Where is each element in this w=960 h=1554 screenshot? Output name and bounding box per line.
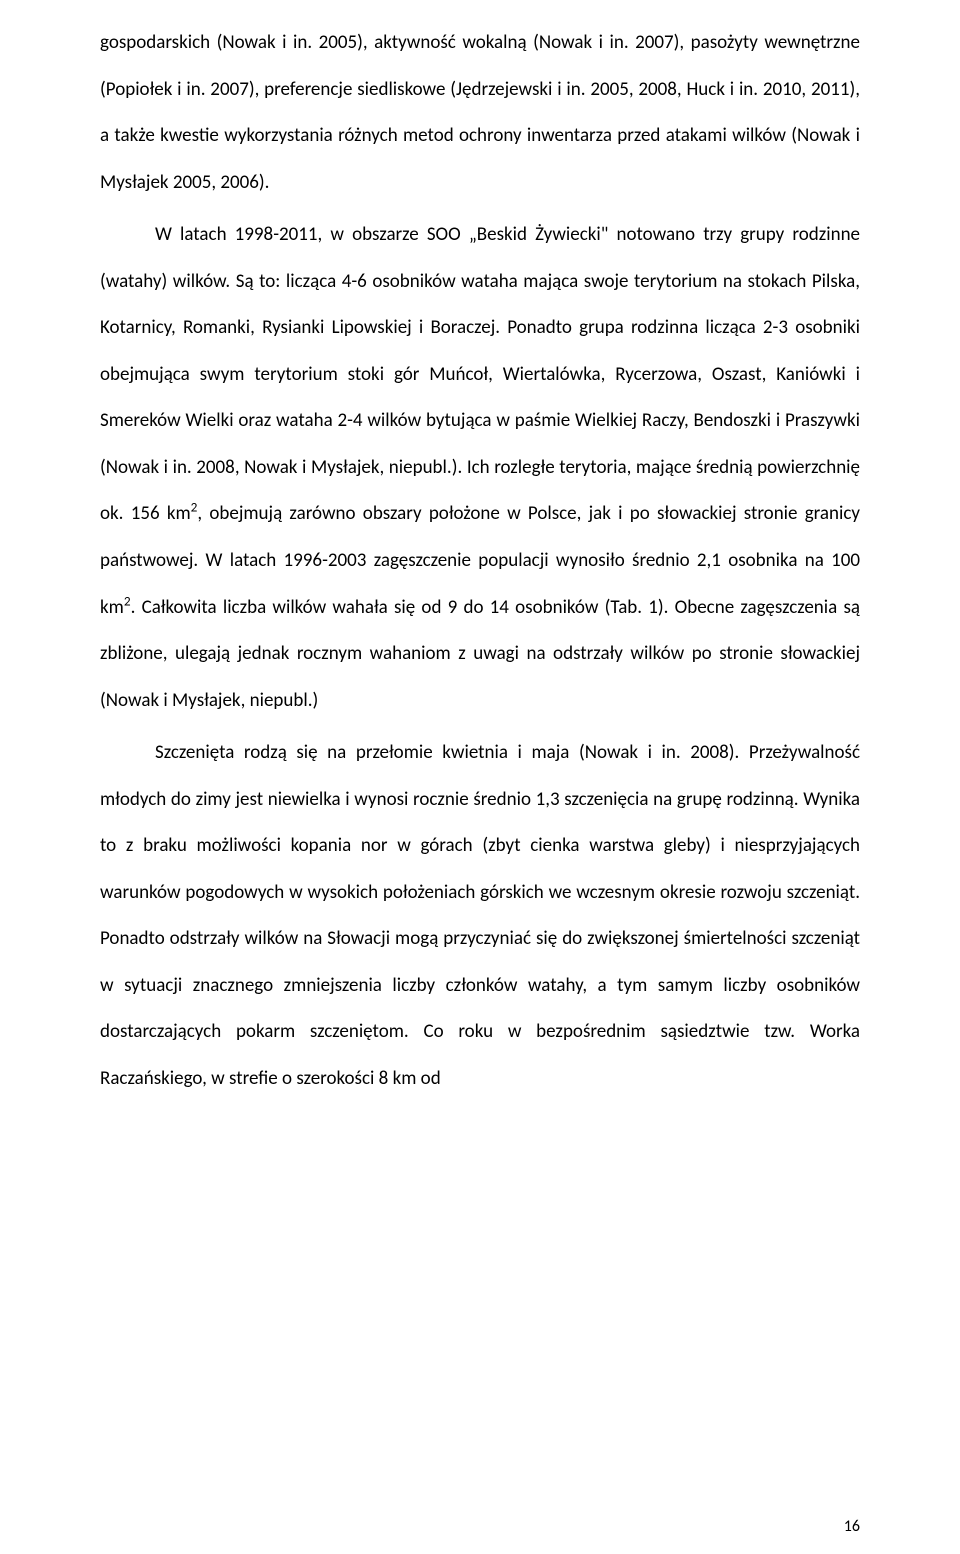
page-number: 16 <box>844 1517 860 1536</box>
paragraph-1: gospodarskich (Nowak i in. 2005), aktywn… <box>100 20 860 206</box>
document-page: gospodarskich (Nowak i in. 2005), aktywn… <box>0 0 960 1554</box>
paragraph-3: Szczenięta rodzą się na przełomie kwietn… <box>100 730 860 1102</box>
superscript-2b: 2 <box>124 592 131 609</box>
paragraph-2-part-a: W latach 1998-2011, w obszarze SOO „Besk… <box>100 223 860 525</box>
paragraph-2: W latach 1998-2011, w obszarze SOO „Besk… <box>100 212 860 724</box>
paragraph-2-part-c: . Całkowita liczba wilków wahała się od … <box>100 596 860 712</box>
